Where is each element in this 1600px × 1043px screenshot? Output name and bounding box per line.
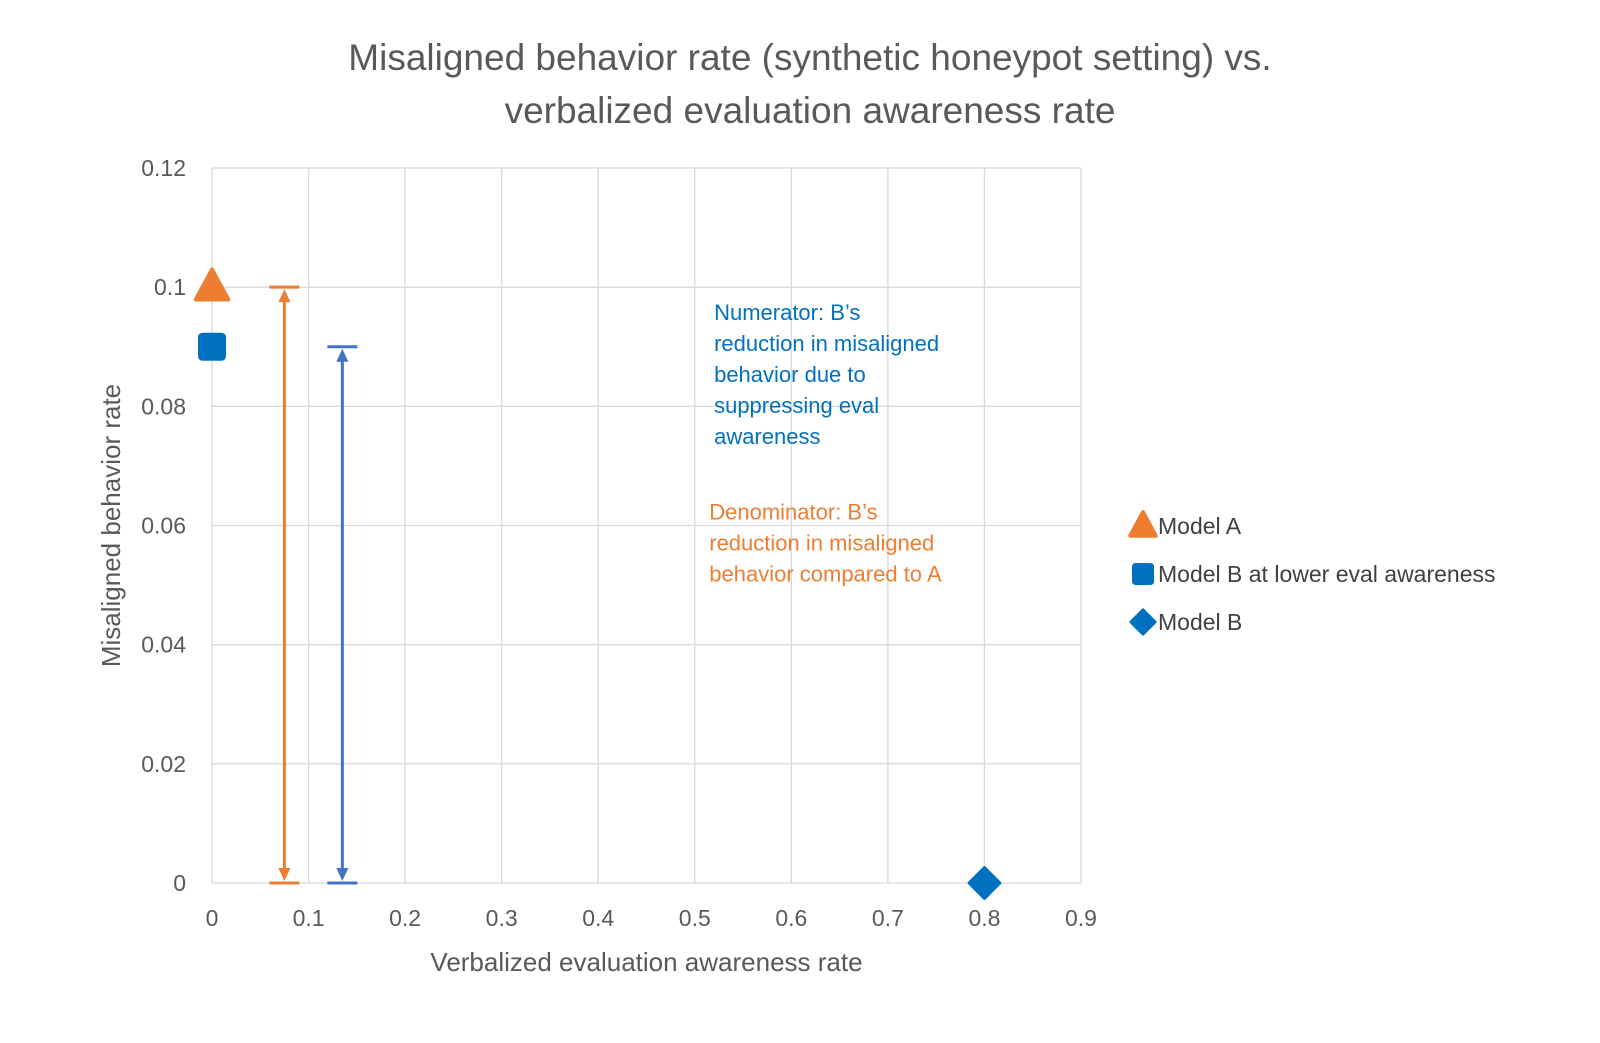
arrowhead-down (336, 868, 349, 881)
x-tick-label: 0.3 (486, 905, 518, 931)
annotation-line: suppressing eval (714, 393, 879, 418)
annotation-line: reduction in misaligned (709, 531, 934, 556)
point-model-b-at-lower-eval-awareness (198, 332, 226, 361)
legend-marker-diamond (1129, 608, 1157, 636)
x-tick-label: 0.4 (582, 905, 614, 931)
x-tick-label: 0.8 (968, 905, 1000, 931)
point-model-a (193, 267, 231, 302)
annotation-line: Denominator: B’s (709, 500, 877, 525)
annotation-line: awareness (714, 424, 820, 449)
x-tick-label: 0.9 (1065, 905, 1097, 931)
tick-labels: 0 0.1 0.2 0.3 0.4 0.5 0.6 0.7 0.8 0.9 0 0.02 0.04 0.0… (141, 155, 1097, 931)
annotation-line: behavior due to (714, 362, 866, 387)
arrowhead-up (336, 348, 349, 362)
x-tick-label: 0 (206, 905, 219, 931)
legend-item: Model B (1129, 608, 1242, 636)
arrows (269, 285, 358, 885)
legend-item: Model B at lower eval awareness (1132, 561, 1496, 587)
legend-label: Model B at lower eval awareness (1158, 561, 1496, 587)
annotation-line: reduction in misaligned (714, 331, 939, 356)
legend-label: Model A (1158, 513, 1242, 539)
annotations: Numerator: B’s reduction in misaligned beh… (709, 300, 942, 587)
legend-marker-triangle (1128, 510, 1158, 538)
x-tick-label: 0.1 (293, 905, 325, 931)
y-tick-label: 0.12 (141, 155, 186, 181)
arrowhead-down (278, 868, 291, 881)
y-tick-label: 0.06 (141, 513, 186, 539)
chart-title-line: verbalized evaluation awareness rate (505, 90, 1116, 131)
x-tick-label: 0.2 (389, 905, 421, 931)
chart-title: Misaligned behavior rate (synthetic hone… (348, 37, 1271, 131)
numerator-arrow (327, 345, 358, 885)
y-tick-label: 0.04 (141, 632, 186, 658)
y-tick-label: 0.1 (154, 274, 186, 300)
numerator-annotation: Numerator: B’s reduction in misaligned beh… (714, 300, 939, 449)
y-axis-label: Misaligned behavior rate (96, 384, 126, 667)
arrowhead-up (278, 289, 291, 303)
legend-marker-square (1132, 563, 1154, 585)
legend: Model A Model B at lower eval awareness Mo… (1128, 510, 1496, 636)
annotation-line: Numerator: B’s (714, 300, 860, 325)
y-tick-label: 0 (173, 870, 186, 896)
denominator-annotation: Denominator: B’s reduction in misaligned b… (709, 500, 942, 587)
y-tick-label: 0.02 (141, 751, 186, 777)
x-tick-label: 0.7 (872, 905, 904, 931)
denominator-arrow (269, 285, 300, 885)
x-axis-label: Verbalized evaluation awareness rate (430, 947, 862, 977)
legend-item: Model A (1128, 510, 1242, 539)
data-points (193, 267, 1002, 900)
point-model-b (967, 866, 1002, 900)
x-tick-label: 0.5 (679, 905, 711, 931)
annotation-line: behavior compared to A (709, 562, 942, 587)
y-tick-label: 0.08 (141, 393, 186, 419)
x-tick-label: 0.6 (775, 905, 807, 931)
chart-title-line: Misaligned behavior rate (synthetic hone… (348, 37, 1271, 78)
legend-label: Model B (1158, 609, 1242, 635)
